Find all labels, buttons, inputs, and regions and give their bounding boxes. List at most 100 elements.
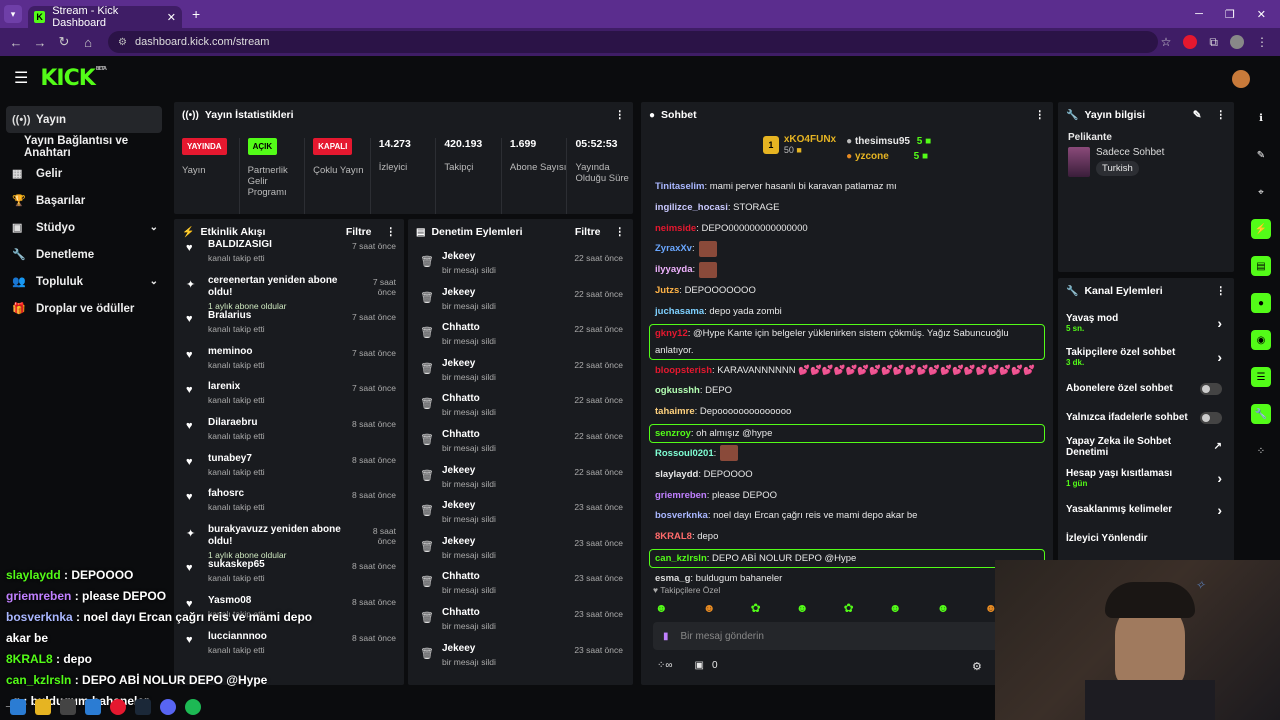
chat-message[interactable]: neimside: DEPO000000000000000 [641, 219, 1053, 240]
chat-username[interactable]: ogkusshh [655, 385, 700, 397]
chat-username[interactable]: ilyyayda [655, 264, 693, 276]
app-icon[interactable] [60, 698, 76, 715]
chat-username[interactable]: can_kzlrsln [655, 552, 707, 564]
activity-row[interactable]: ♥ tunabey7 kanalı takip etti 8 saat önce [174, 453, 404, 489]
moderation-row[interactable]: 🗑 Chhatto bir mesajı sildi 22 saat önce [408, 322, 633, 358]
emote-icon[interactable]: ✿ [750, 601, 761, 615]
sidebar-item-stream-key[interactable]: Yayın Bağlantısı ve Anahtarı [0, 133, 170, 160]
community-infinity-icon[interactable]: ⁘∞ [657, 660, 673, 671]
activity-row[interactable]: ✦ burakyavuzz yeniden abone oldu! 1 aylık … [174, 524, 404, 560]
reload-icon[interactable]: ↻ [58, 34, 70, 49]
moderation-row[interactable]: 🗑 Jekeey bir mesajı sildi 22 saat önce [408, 465, 633, 501]
emote-icon[interactable]: ☻ [795, 601, 809, 615]
edit-pencil-icon[interactable]: ✎ [1256, 149, 1266, 161]
chat-username[interactable]: 8KRAL8 [655, 531, 692, 543]
edit-pencil-icon[interactable]: ✎ [1192, 109, 1202, 121]
chat-message[interactable]: ilyyayda: [641, 260, 1053, 281]
chat-username[interactable]: ZyraxXv [655, 243, 692, 255]
sidebar-item-studyo[interactable]: ▣ Stüdyo ⌄ [0, 214, 170, 241]
close-tab-icon[interactable]: ✕ [166, 11, 176, 24]
moderation-row[interactable]: 🗑 Chhatto bir mesajı sildi 23 saat önce [408, 607, 633, 643]
chat-username[interactable]: bloopsterish [655, 364, 713, 376]
url-field[interactable]: ⚙ dashboard.kick.com/stream [108, 31, 1158, 53]
chat-username[interactable]: tahaimre [655, 406, 695, 418]
moderation-row[interactable]: 🗑 Chhatto bir mesajı sildi 22 saat önce [408, 393, 633, 429]
channel-action-row[interactable]: Yalnızca ifadelerle sohbet [1058, 403, 1234, 432]
chat-username[interactable]: ingilizce_hocasi [655, 201, 728, 213]
focus-icon[interactable]: ⌖ [1258, 186, 1264, 198]
channel-action-row[interactable]: Yapay Zeka ile Sohbet Denetimi ↗ [1058, 432, 1234, 461]
activity-row[interactable]: ♥ larenix kanalı takip etti 7 saat önce [174, 381, 404, 417]
emote-icon[interactable]: ☻ [936, 601, 950, 615]
chat-message[interactable]: senzroy: oh almışız @hype [649, 423, 1045, 443]
home-icon[interactable]: ⌂ [84, 34, 92, 50]
file-explorer-icon[interactable] [35, 698, 51, 715]
add-widget-icon[interactable]: ⁘ [1256, 445, 1266, 457]
top-gifter-first[interactable]: 1 xKO4FUNx 50 ■ [762, 134, 836, 155]
gift-box-icon[interactable]: ▣ [694, 660, 704, 671]
chat-message[interactable]: griemreben: please DEPOO [641, 486, 1053, 507]
chat-bubble-icon[interactable]: ● [1251, 293, 1271, 313]
close-window-icon[interactable]: ✕ [1256, 8, 1266, 21]
chat-username[interactable]: gkny12 [655, 327, 688, 339]
back-icon[interactable]: ← [9, 34, 23, 50]
activity-row[interactable]: ♥ Yasmo08 kanalı takip etti 8 saat önce [174, 595, 404, 631]
chat-message[interactable]: ZyraxXv: [641, 239, 1053, 260]
windows-start-icon[interactable] [10, 698, 26, 715]
language-tag[interactable]: Turkish [1096, 161, 1139, 176]
sidebar-item-basarilar[interactable]: 🏆 Başarılar [0, 187, 170, 214]
emote-icon[interactable]: ☻ [888, 601, 902, 615]
top-gifter-second[interactable]: ● thesimsu95 5 ■ [846, 134, 931, 149]
more-menu-icon[interactable]: ⋮ [385, 226, 397, 238]
sidebar-item-droplar[interactable]: 🎁 Droplar ve ödüller [0, 295, 170, 322]
tab-search-icon[interactable]: ▾ [4, 5, 22, 23]
chat-message[interactable]: ogkusshh: DEPO [641, 381, 1053, 402]
maximize-icon[interactable]: ❐ [1224, 8, 1235, 21]
more-menu-icon[interactable]: ⋮ [1034, 109, 1046, 121]
chat-username[interactable]: Jutzs [655, 284, 680, 296]
more-menu-icon[interactable]: ⋮ [614, 226, 626, 238]
chat-message[interactable]: esma_g: buldugum bahaneler [641, 569, 1053, 590]
chat-message[interactable]: can_kzlrsln: DEPO ABİ NOLUR DEPO @Hype [649, 548, 1045, 568]
info-icon[interactable]: ℹ [1259, 112, 1263, 124]
chat-username[interactable]: juchasama [655, 305, 705, 317]
edge-icon[interactable] [85, 698, 101, 715]
activity-row[interactable]: ♥ meminoo kanalı takip etti 7 saat önce [174, 346, 404, 382]
sidebar-item-yayin[interactable]: ((•)) Yayın [6, 106, 162, 133]
chat-message[interactable]: tahaimre: Depoooooooooooooo [641, 402, 1053, 423]
chrome-icon[interactable] [110, 698, 126, 715]
channel-action-row[interactable]: İzleyici Yönlendir [1058, 524, 1234, 553]
chat-message[interactable]: Tinitaselim: mami perver hasanlı bi kara… [641, 177, 1053, 198]
emote-icon[interactable]: ☻ [655, 601, 668, 615]
extensions-puzzle-icon[interactable]: ⧉ [1209, 34, 1218, 49]
activity-row[interactable]: ✦ cereenertan yeniden abone oldu! 1 aylık … [174, 275, 404, 311]
emote-icon[interactable]: ☻ [702, 601, 716, 615]
more-menu-icon[interactable]: ⋮ [614, 109, 626, 121]
sidebar-item-gelir[interactable]: ▦ Gelir [0, 160, 170, 187]
chat-message[interactable]: slaylaydd: DEPOOOO [641, 465, 1053, 486]
moderation-row[interactable]: 🗑 Jekeey bir mesajı sildi 22 saat önce [408, 251, 633, 287]
chat-username[interactable]: slaylaydd [655, 468, 699, 480]
top-gifter-third[interactable]: ● yzcone 5 ■ [846, 149, 931, 164]
chat-message[interactable]: ingilizce_hocasi: STORAGE [641, 198, 1053, 219]
extension-icon[interactable] [1183, 34, 1198, 49]
sidebar-item-denetleme[interactable]: 🔧 Denetleme [0, 241, 170, 268]
chat-message[interactable]: Rossoul0201: [641, 444, 1053, 465]
filter-button[interactable]: Filtre [345, 226, 372, 238]
more-menu-icon[interactable]: ⋮ [1215, 285, 1227, 297]
chat-input[interactable]: ▮ Bir mesaj gönderin [653, 622, 1045, 650]
broadcast-icon[interactable]: ◉ [1251, 330, 1271, 350]
new-tab-icon[interactable]: + [192, 6, 201, 22]
activity-row[interactable]: ♥ fahosrc kanalı takip etti 8 saat önce [174, 488, 404, 524]
minimize-icon[interactable]: ─ [1195, 7, 1203, 20]
chat-settings-icon[interactable]: ⚙ [972, 661, 982, 673]
lightning-icon[interactable]: ⚡ [1251, 219, 1271, 239]
channel-action-row[interactable]: Abonelere özel sohbet [1058, 374, 1234, 403]
moderation-row[interactable]: 🗑 Jekeey bir mesajı sildi 23 saat önce [408, 500, 633, 536]
filter-button[interactable]: Filtre [574, 226, 601, 238]
activity-row[interactable]: ♥ lucciannnoo kanalı takip etti 8 saat önce [174, 631, 404, 667]
hamburger-menu-icon[interactable]: ☰ [14, 70, 29, 87]
chat-username[interactable]: senzroy [655, 427, 691, 439]
chat-message[interactable]: bosverknka: noel dayı Ercan çağrı reis v… [641, 506, 1053, 527]
chat-message[interactable]: gkny12: @Hype Kante için belgeler yüklen… [649, 323, 1045, 360]
